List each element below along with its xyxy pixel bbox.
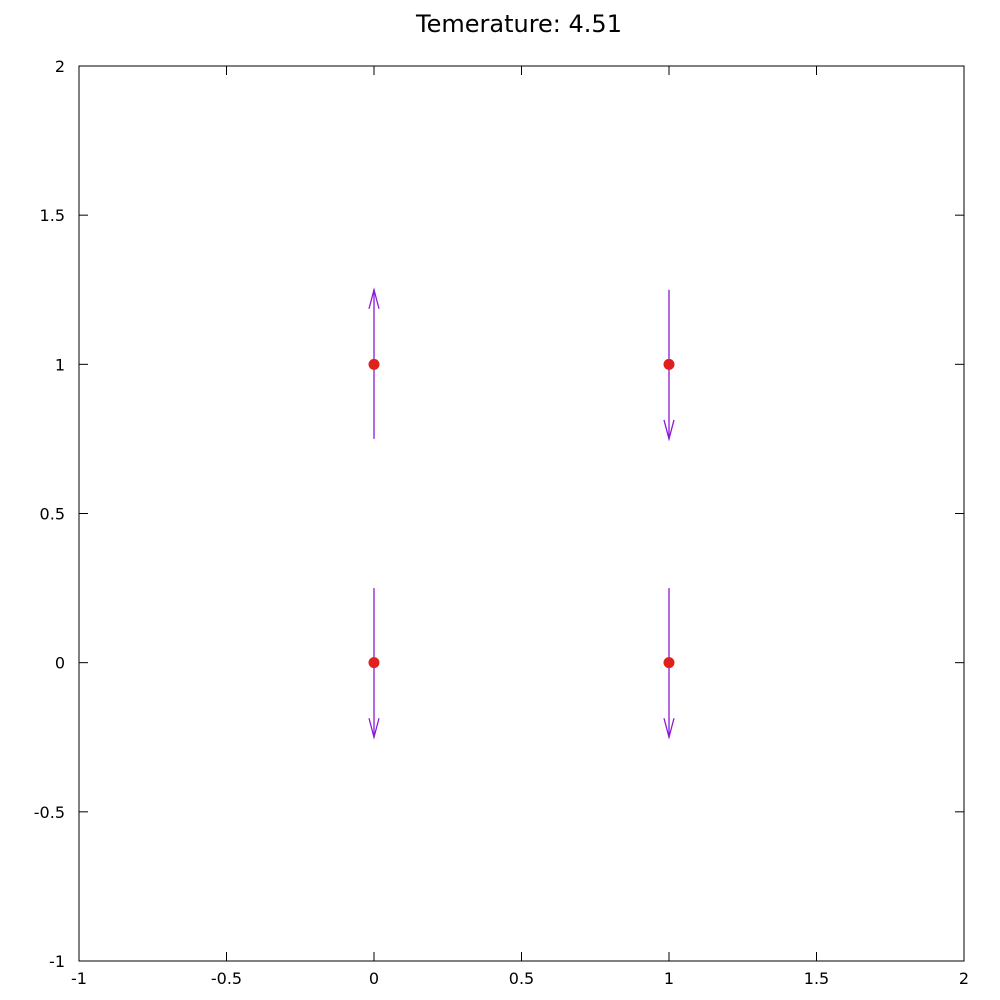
x-tick-label: 2	[959, 969, 969, 988]
lattice-point	[368, 657, 380, 669]
x-tick-label: -0.5	[211, 969, 242, 988]
chart-title: Temerature: 4.51	[415, 10, 622, 38]
x-tick-label: 0.5	[509, 969, 534, 988]
y-tick-label: -1	[49, 952, 65, 971]
spin-arrows	[368, 287, 675, 740]
x-tick-label: 1.5	[804, 969, 829, 988]
x-axis: -1 -0.5 0 0.5 1 1.5 2	[71, 66, 969, 988]
y-tick-label: 0.5	[40, 505, 65, 524]
y-tick-label: 1	[55, 355, 65, 374]
plot-frame	[78, 65, 965, 962]
lattice-point	[368, 358, 380, 370]
y-tick-label: 1.5	[40, 206, 65, 225]
lattice-point	[663, 657, 675, 669]
lattice-points	[368, 358, 675, 669]
y-tick-label: 0	[55, 654, 65, 673]
y-tick-label: -0.5	[34, 803, 65, 822]
x-tick-label: 1	[664, 969, 674, 988]
x-tick-label: -1	[71, 969, 87, 988]
x-tick-label: 0	[369, 969, 379, 988]
y-axis: -1 -0.5 0 0.5 1 1.5 2	[34, 57, 964, 971]
y-tick-label: 2	[55, 57, 65, 76]
lattice-point	[663, 358, 675, 370]
